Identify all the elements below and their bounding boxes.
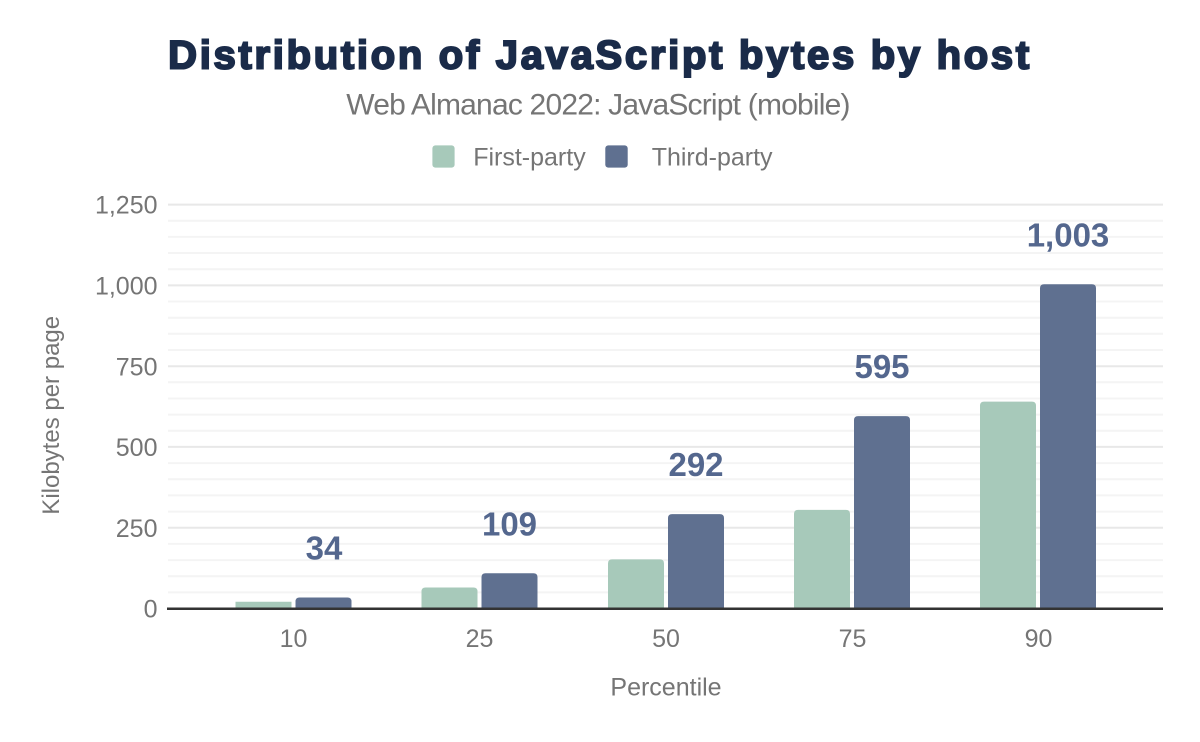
svg-text:750: 750 xyxy=(116,353,158,381)
svg-text:10: 10 xyxy=(280,625,308,653)
svg-text:90: 90 xyxy=(1025,625,1053,653)
svg-text:1,003: 1,003 xyxy=(1027,216,1110,253)
svg-text:595: 595 xyxy=(854,348,909,385)
svg-text:1,000: 1,000 xyxy=(95,273,158,301)
svg-text:75: 75 xyxy=(839,625,867,653)
svg-text:250: 250 xyxy=(116,515,158,543)
svg-text:292: 292 xyxy=(668,446,723,483)
svg-text:Kilobytes per page: Kilobytes per page xyxy=(38,316,65,515)
svg-text:109: 109 xyxy=(482,505,537,542)
svg-text:50: 50 xyxy=(652,625,680,653)
svg-text:1,250: 1,250 xyxy=(95,192,158,220)
svg-text:Distribution of JavaScript byt: Distribution of JavaScript bytes by host xyxy=(168,33,1032,77)
svg-text:25: 25 xyxy=(466,625,494,653)
svg-text:Percentile: Percentile xyxy=(610,674,721,702)
svg-text:0: 0 xyxy=(144,596,158,624)
svg-text:500: 500 xyxy=(116,434,158,462)
svg-text:Web Almanac 2022: JavaScript (: Web Almanac 2022: JavaScript (mobile) xyxy=(346,88,849,121)
svg-text:Third-party: Third-party xyxy=(652,144,773,172)
svg-text:First-party: First-party xyxy=(473,144,586,172)
svg-text:34: 34 xyxy=(306,530,343,567)
